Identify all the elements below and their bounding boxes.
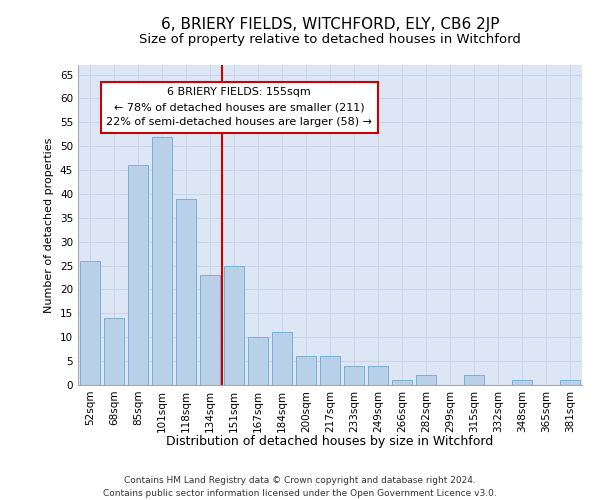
Text: Size of property relative to detached houses in Witchford: Size of property relative to detached ho… xyxy=(139,32,521,46)
Bar xyxy=(560,380,580,385)
Bar xyxy=(320,356,340,385)
Bar xyxy=(176,198,196,385)
Bar xyxy=(392,380,412,385)
Bar xyxy=(128,166,148,385)
Bar xyxy=(512,380,532,385)
Bar xyxy=(296,356,316,385)
Bar xyxy=(272,332,292,385)
Bar xyxy=(368,366,388,385)
Y-axis label: Number of detached properties: Number of detached properties xyxy=(44,138,55,312)
Bar xyxy=(416,376,436,385)
Text: Contains HM Land Registry data © Crown copyright and database right 2024.
Contai: Contains HM Land Registry data © Crown c… xyxy=(103,476,497,498)
Bar xyxy=(248,337,268,385)
Bar xyxy=(80,261,100,385)
Text: Distribution of detached houses by size in Witchford: Distribution of detached houses by size … xyxy=(166,435,494,448)
Bar xyxy=(464,376,484,385)
Bar xyxy=(152,136,172,385)
Bar xyxy=(224,266,244,385)
Bar xyxy=(104,318,124,385)
Bar xyxy=(344,366,364,385)
Text: 6, BRIERY FIELDS, WITCHFORD, ELY, CB6 2JP: 6, BRIERY FIELDS, WITCHFORD, ELY, CB6 2J… xyxy=(161,18,499,32)
Bar xyxy=(200,275,220,385)
Text: 6 BRIERY FIELDS: 155sqm
← 78% of detached houses are smaller (211)
22% of semi-d: 6 BRIERY FIELDS: 155sqm ← 78% of detache… xyxy=(106,88,372,127)
